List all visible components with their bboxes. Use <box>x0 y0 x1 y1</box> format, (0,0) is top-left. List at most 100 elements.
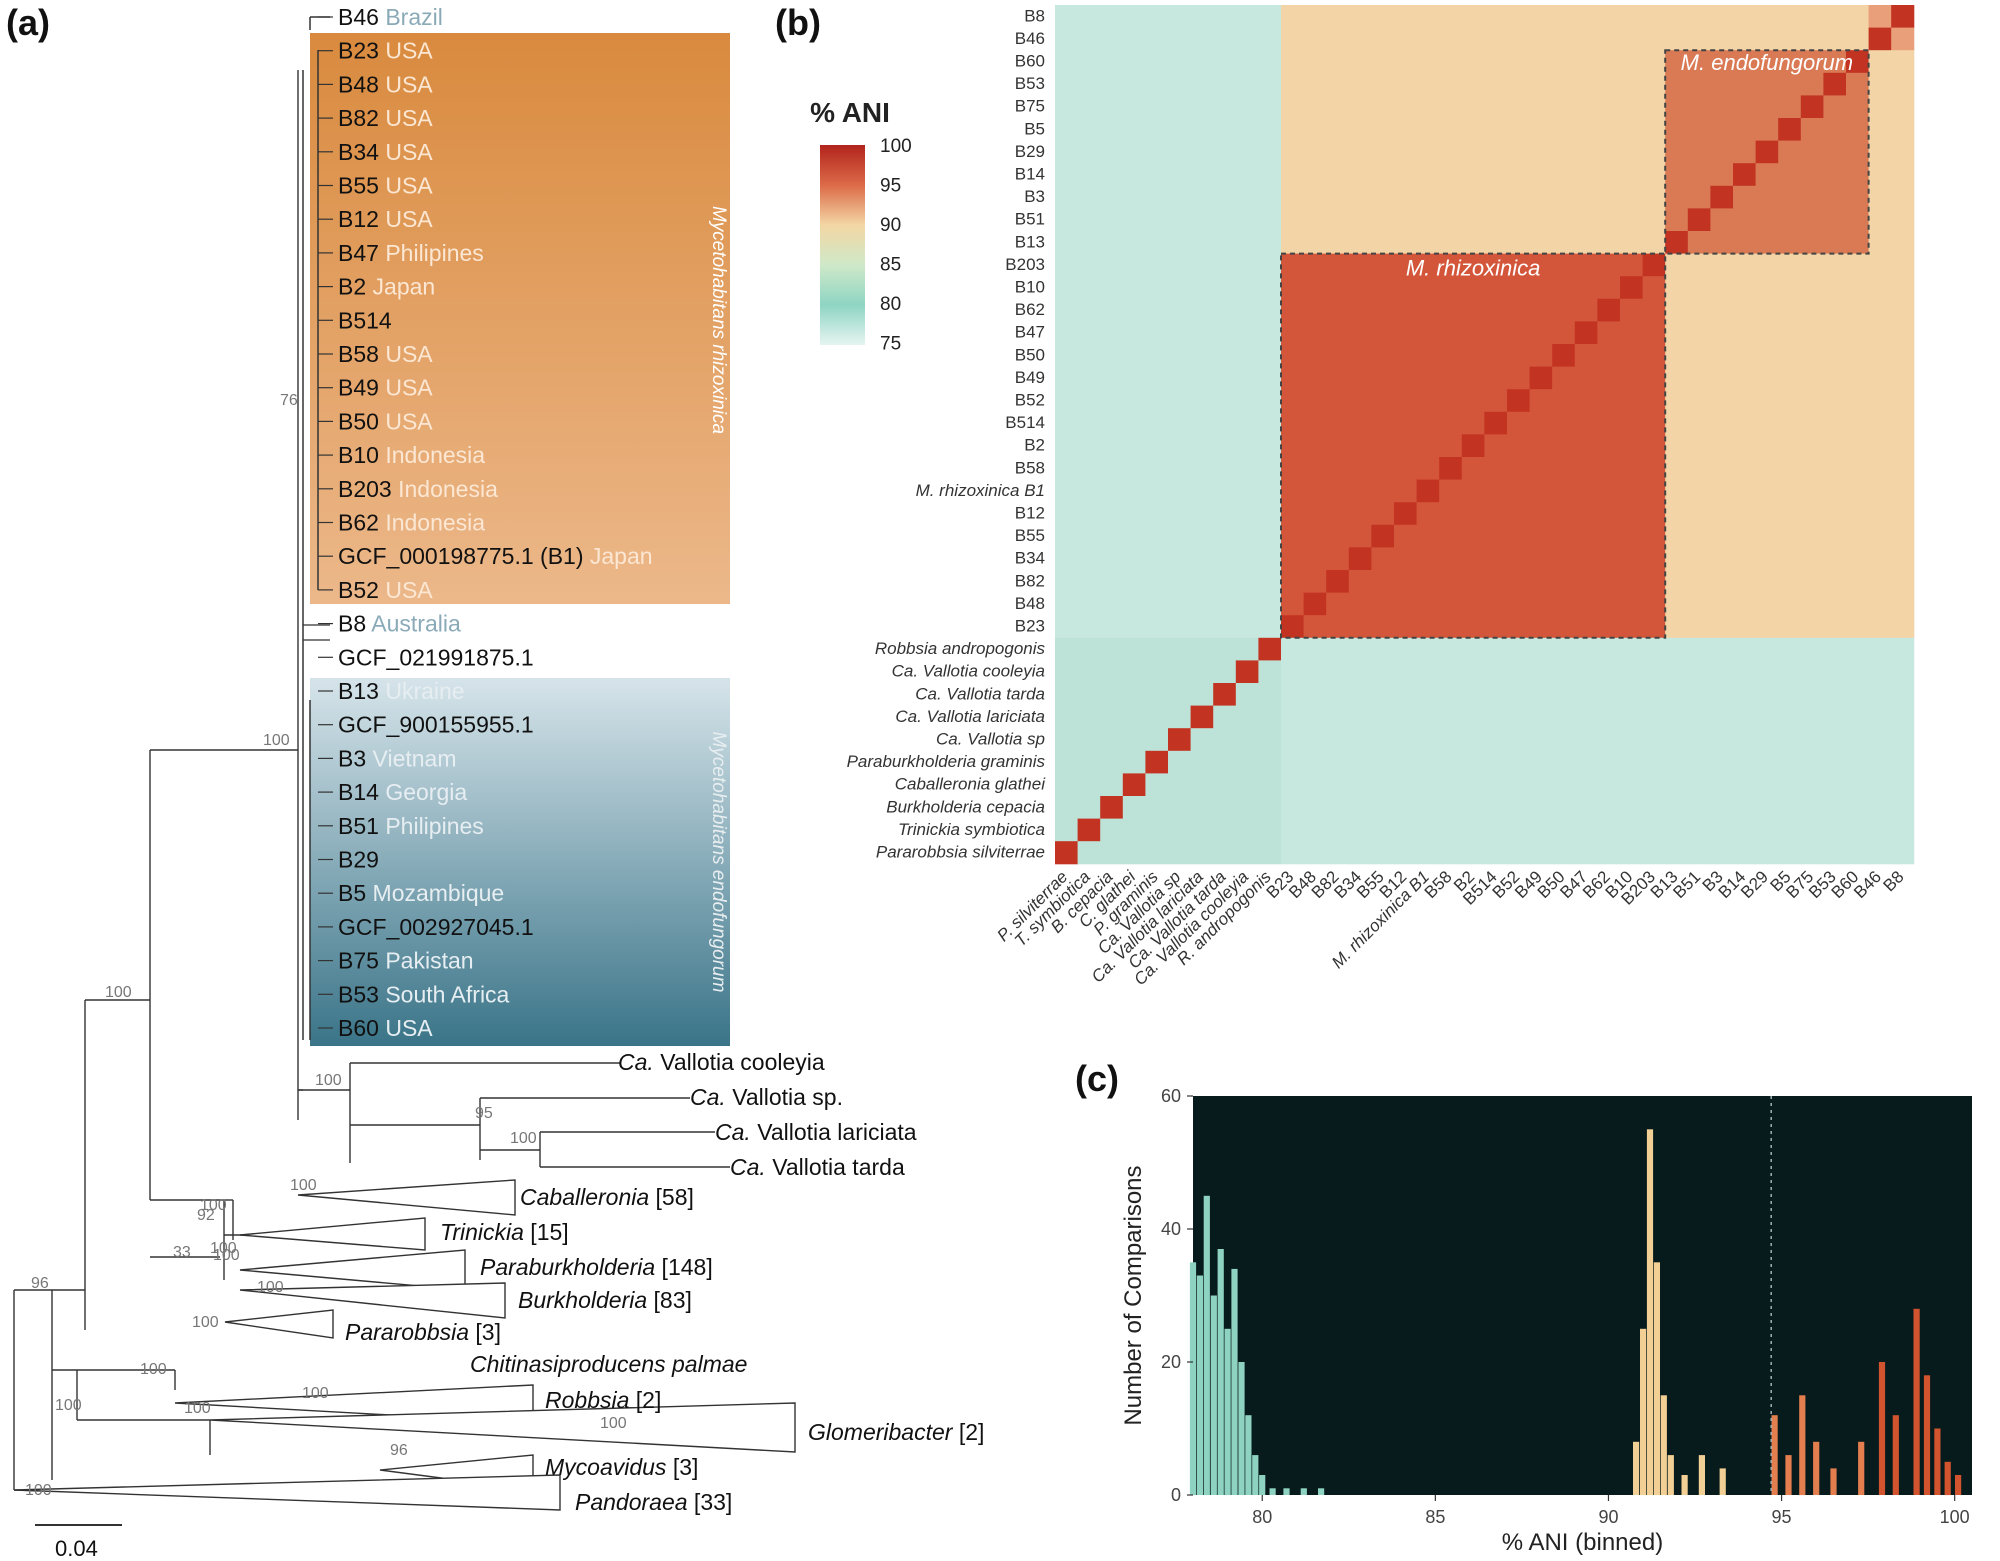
heatmap-cell <box>1258 705 1282 729</box>
heatmap-cell <box>1145 321 1169 345</box>
heatmap-cell <box>1868 660 1892 684</box>
heatmap-cell <box>1891 750 1915 774</box>
heatmap-cell <box>1190 163 1214 187</box>
histogram-bar <box>1189 1262 1197 1496</box>
heatmap-cell <box>1507 637 1531 661</box>
heatmap-cell <box>1281 750 1305 774</box>
heatmap-cell <box>1597 208 1621 232</box>
heatmap-cell <box>1868 750 1892 774</box>
heatmap-cell <box>1190 637 1214 661</box>
heatmap-row-label: B3 <box>1024 187 1045 206</box>
heatmap-cell <box>1168 683 1192 707</box>
heatmap-cell <box>1055 615 1079 639</box>
heatmap-cell <box>1574 660 1598 684</box>
heatmap-cell <box>1371 50 1395 74</box>
heatmap-cell <box>1235 818 1259 842</box>
heatmap-cell <box>1190 547 1214 571</box>
heatmap-cell <box>1190 231 1214 255</box>
heatmap-cell <box>1620 95 1644 119</box>
heatmap-cell <box>1552 570 1576 594</box>
heatmap-cell <box>1484 411 1508 435</box>
heatmap-cell <box>1710 231 1734 255</box>
heatmap-cell <box>1190 615 1214 639</box>
heatmap-cell <box>1461 705 1485 729</box>
heatmap-cell <box>1077 344 1101 368</box>
heatmap-cell <box>1891 276 1915 300</box>
heatmap-cell <box>1168 637 1192 661</box>
heatmap-cell <box>1800 592 1824 616</box>
heatmap-cell <box>1800 502 1824 526</box>
heatmap-cell <box>1371 705 1395 729</box>
heatmap-col-label: T. symbiotica <box>1011 867 1094 950</box>
heatmap-cell <box>1597 140 1621 164</box>
heatmap-cell <box>1507 411 1531 435</box>
heatmap-cell <box>1326 140 1350 164</box>
heatmap-cell <box>1710 208 1734 232</box>
heatmap-cell <box>1416 683 1440 707</box>
heatmap-cell <box>1642 276 1666 300</box>
heatmap-cell <box>1733 389 1757 413</box>
heatmap-cell <box>1348 389 1372 413</box>
heatmap-cell <box>1552 389 1576 413</box>
heatmap-cell <box>1778 366 1802 390</box>
heatmap-cell <box>1484 118 1508 142</box>
heatmap-cell <box>1710 344 1734 368</box>
heatmap-cell <box>1122 72 1146 96</box>
heatmap-cell <box>1507 841 1531 865</box>
heatmap-col-label: B62 <box>1579 867 1614 902</box>
heatmap-cell <box>1371 502 1395 526</box>
endofungorum-box <box>1664 49 1870 255</box>
heatmap-row-label: B2 <box>1024 436 1045 455</box>
heatmap-cell <box>1235 683 1259 707</box>
heatmap-cell <box>1394 50 1418 74</box>
heatmap-cell <box>1371 366 1395 390</box>
heatmap-cell <box>1190 344 1214 368</box>
heatmap-cell <box>1055 728 1079 752</box>
heatmap-cell <box>1371 140 1395 164</box>
heatmap-cell <box>1800 140 1824 164</box>
heatmap-cell <box>1235 750 1259 774</box>
heatmap-cell <box>1077 72 1101 96</box>
heatmap-cell <box>1484 457 1508 481</box>
heatmap-cell <box>1281 72 1305 96</box>
heatmap-cell <box>1213 344 1237 368</box>
heatmap-cell <box>1642 411 1666 435</box>
heatmap-cell <box>1303 321 1327 345</box>
heatmap-cell <box>1507 366 1531 390</box>
heatmap-cell <box>1145 615 1169 639</box>
heatmap-cell <box>1597 660 1621 684</box>
heatmap-cell <box>1213 208 1237 232</box>
heatmap-cell <box>1371 592 1395 616</box>
heatmap-cell <box>1213 298 1237 322</box>
histogram-bar <box>1300 1488 1307 1495</box>
heatmap-cell <box>1823 524 1847 548</box>
heatmap-cell <box>1145 841 1169 865</box>
heatmap-cell <box>1687 411 1711 435</box>
heatmap-cell <box>1326 231 1350 255</box>
heatmap-cell <box>1100 728 1124 752</box>
heatmap-cell <box>1145 276 1169 300</box>
heatmap-cell <box>1823 841 1847 865</box>
heatmap-cell <box>1800 366 1824 390</box>
heatmap-cell <box>1574 841 1598 865</box>
tree-tip-15: B62 Indonesia <box>338 510 485 536</box>
endofungorum-box-label: M. endofungorum <box>1681 50 1853 75</box>
heatmap-cell <box>1416 841 1440 865</box>
heatmap-cell <box>1077 27 1101 51</box>
heatmap-cell <box>1461 27 1485 51</box>
heatmap-cell <box>1416 502 1440 526</box>
heatmap-cell <box>1055 524 1079 548</box>
heatmap-cell <box>1507 592 1531 616</box>
heatmap-cell <box>1574 72 1598 96</box>
tree-tip-27: GCF_002927045.1 <box>338 914 534 940</box>
heatmap-cell <box>1100 344 1124 368</box>
heatmap-cell <box>1235 253 1259 277</box>
heatmap-cell <box>1620 118 1644 142</box>
heatmap-cell <box>1371 615 1395 639</box>
heatmap-cell <box>1303 660 1327 684</box>
heatmap-cell <box>1597 841 1621 865</box>
heatmap-cell <box>1778 389 1802 413</box>
heatmap-cell <box>1439 705 1463 729</box>
tree-tip-26: B5 Mozambique <box>338 880 504 906</box>
heatmap-cell <box>1574 773 1598 797</box>
